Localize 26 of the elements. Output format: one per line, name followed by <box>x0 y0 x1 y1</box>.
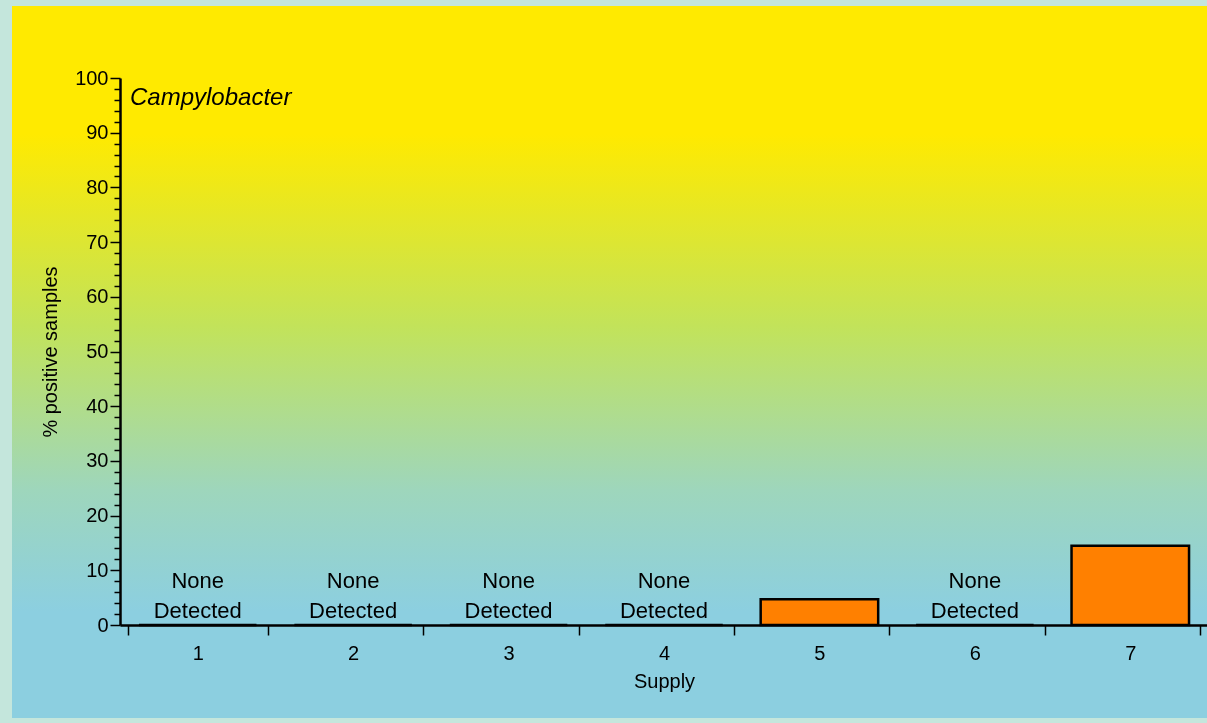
chart-title: Campylobacter <box>130 83 293 110</box>
x-tick-label: 3 <box>503 641 515 664</box>
y-tick-label: 30 <box>86 449 109 472</box>
annotation: None Detected <box>619 568 709 623</box>
y-tick-label: 0 <box>97 613 109 636</box>
annotation: None Detected <box>309 568 398 623</box>
y-tick-label: 50 <box>86 340 109 362</box>
y-tick-label: 80 <box>86 175 109 198</box>
y-tick-label: 10 <box>86 558 109 581</box>
y-tick-label: 60 <box>86 285 109 308</box>
annotation: None Detected <box>464 568 553 623</box>
y-tick-label: 40 <box>86 394 109 417</box>
x-tick-label: 2 <box>348 641 360 664</box>
y-tick-label: 100 <box>75 66 109 89</box>
x-tick-label: 1 <box>192 641 204 664</box>
x-tick-label: 7 <box>1125 641 1137 664</box>
x-tick-label: 5 <box>814 641 826 664</box>
annotation: None Detected <box>930 568 1019 623</box>
x-tick-label: 4 <box>658 641 671 664</box>
y-tick-label: 20 <box>86 504 109 527</box>
y-tick-label: 90 <box>86 121 109 144</box>
y-tick-label: 70 <box>86 230 109 253</box>
y-axis-title: % positive samples <box>39 266 62 438</box>
x-axis-title: Supply <box>633 669 696 692</box>
x-tick-label: 6 <box>969 641 981 664</box>
annotation: None Detected <box>153 568 242 623</box>
